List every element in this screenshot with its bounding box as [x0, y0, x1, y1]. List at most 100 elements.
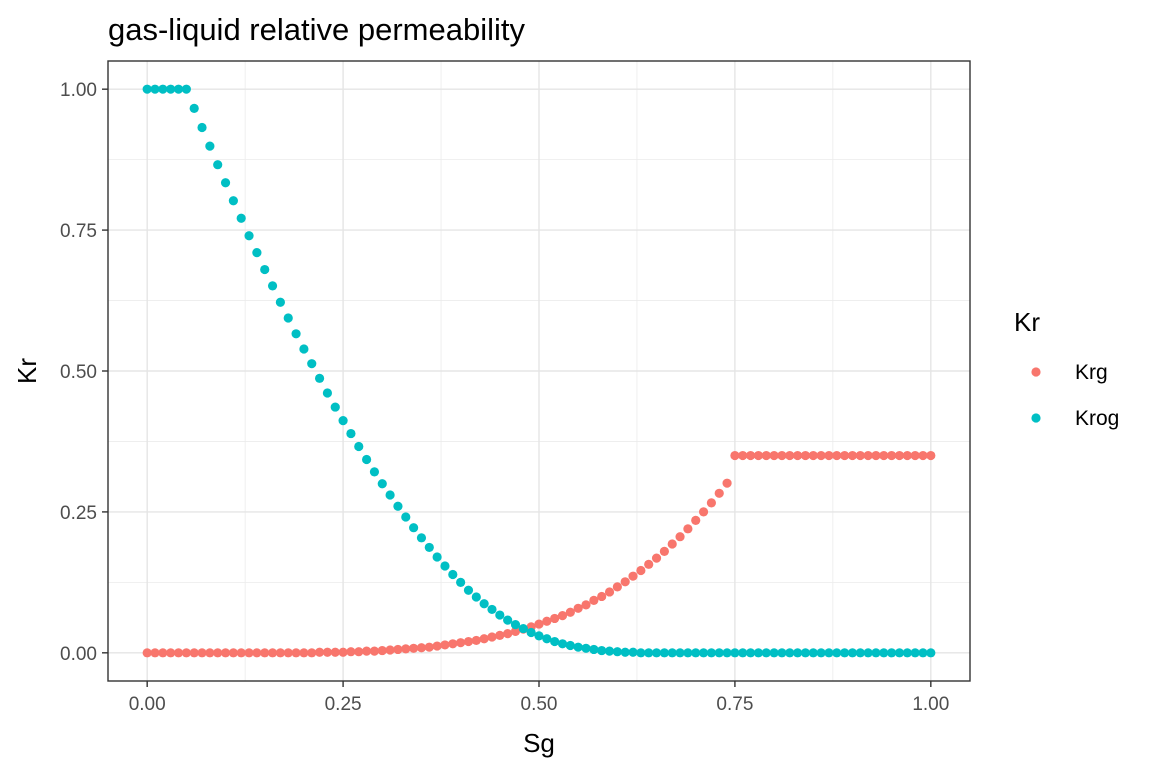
data-point-krg [166, 648, 176, 658]
series-krg [142, 450, 936, 658]
data-point-krog [181, 84, 191, 94]
data-point-krg [879, 450, 889, 461]
y-tick-label: 0.00 [60, 644, 97, 665]
data-point-krog [299, 344, 309, 354]
data-point-krg [816, 450, 826, 461]
data-point-krog [369, 467, 380, 477]
data-point-krog [777, 648, 787, 658]
data-point-krog [267, 281, 278, 291]
data-point-krg [761, 450, 771, 461]
data-point-krog [902, 648, 912, 658]
data-point-krg [244, 648, 254, 658]
data-point-krog [589, 644, 599, 655]
data-point-krg [307, 648, 317, 658]
data-point-krg [495, 630, 505, 640]
data-point-krg [620, 577, 630, 587]
data-point-krg [220, 648, 231, 658]
data-point-krog [346, 428, 356, 439]
data-point-krg [205, 648, 215, 658]
data-point-krg [299, 648, 309, 658]
data-point-krg [847, 450, 858, 461]
data-point-krg [612, 582, 622, 592]
series-krog [142, 84, 936, 658]
data-point-krog [307, 359, 317, 369]
data-point-krog [793, 648, 803, 658]
data-point-krg [808, 450, 818, 461]
data-point-krog [330, 402, 340, 412]
y-tick-label: 0.75 [60, 221, 97, 242]
data-point-krg [252, 648, 262, 658]
data-point-krog [150, 84, 160, 94]
data-point-krg [197, 648, 207, 658]
data-point-krg [902, 450, 912, 461]
data-point-krog [542, 634, 552, 644]
data-point-krog [409, 523, 419, 533]
legend-entries: Krg Krog [1031, 361, 1119, 430]
data-point-krg [604, 587, 615, 597]
data-point-krg [651, 553, 662, 563]
data-point-krg [510, 626, 521, 637]
data-point-krg [573, 603, 583, 613]
data-point-krg [236, 648, 246, 658]
data-point-krog [275, 297, 285, 307]
data-point-krg [683, 524, 693, 534]
data-point-krog [385, 490, 395, 500]
data-point-krog [840, 648, 850, 658]
x-axis-title: Sg [523, 728, 555, 758]
data-point-krog [879, 648, 889, 658]
data-point-krg [283, 648, 293, 658]
data-point-krog [283, 313, 293, 323]
data-point-krog [659, 648, 669, 658]
data-point-krog [691, 648, 701, 658]
data-point-krog [252, 248, 262, 258]
data-point-krog [213, 160, 223, 170]
data-point-krg [448, 639, 458, 649]
data-point-krg [267, 648, 278, 658]
data-point-krg [910, 450, 920, 461]
data-point-krog [220, 178, 231, 188]
data-point-krg [753, 450, 764, 461]
data-point-krg [887, 450, 897, 461]
data-point-krg [691, 515, 701, 525]
data-point-krg [824, 450, 834, 461]
data-point-krg [589, 595, 599, 606]
data-point-krog [612, 647, 622, 657]
data-point-krg [534, 619, 544, 629]
data-point-krog [448, 569, 458, 580]
data-point-krg [785, 450, 795, 461]
data-point-krg [189, 648, 199, 658]
data-point-krg [894, 450, 905, 461]
data-point-krog [894, 648, 905, 658]
data-point-krog [487, 604, 497, 615]
data-point-krog [236, 213, 246, 223]
data-point-krog [824, 648, 834, 658]
data-point-krog [730, 648, 740, 658]
x-tick-label: 1.00 [912, 694, 949, 715]
data-point-krog [871, 648, 881, 658]
data-point-krog [918, 648, 928, 658]
data-point-krog [518, 623, 528, 634]
data-point-krog [667, 648, 677, 658]
data-point-krog [440, 561, 450, 571]
major-grid [108, 61, 970, 681]
data-point-krog [338, 416, 348, 426]
legend-title: Kr [1014, 307, 1040, 337]
data-point-krog [463, 585, 474, 595]
x-tick-label: 0.00 [129, 694, 166, 715]
data-point-krog [745, 648, 756, 658]
data-point-krog [260, 264, 270, 275]
data-point-krg [698, 507, 709, 517]
data-point-krog [581, 643, 591, 653]
data-point-krog [416, 533, 427, 543]
data-point-krog [675, 648, 685, 658]
legend-label-krg: Krg [1075, 361, 1108, 384]
data-point-krog [173, 84, 184, 94]
data-point-krg [863, 450, 873, 461]
data-point-krg [644, 559, 654, 569]
data-point-krg [487, 632, 497, 642]
data-point-krog [785, 648, 795, 658]
data-point-krog [910, 648, 920, 658]
data-point-krg [855, 450, 865, 461]
data-point-krg [401, 644, 411, 654]
